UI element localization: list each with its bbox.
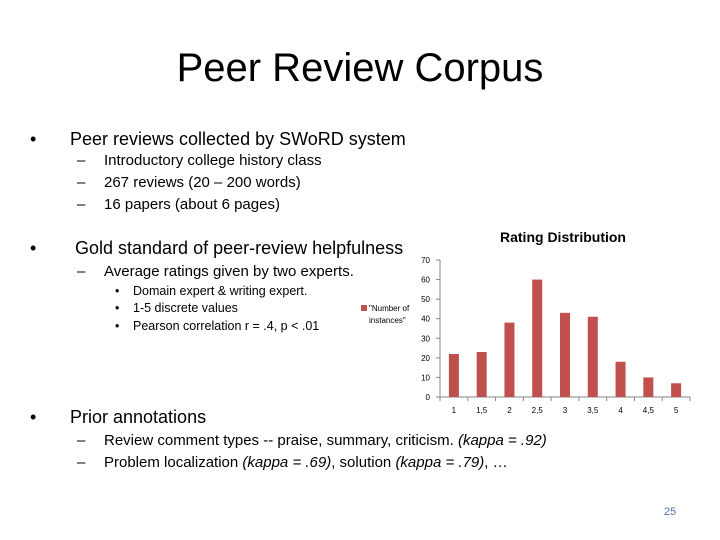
bullet-text: Prior annotations xyxy=(70,407,207,427)
bullet-glyph: • xyxy=(30,129,37,149)
dash-glyph: – xyxy=(77,152,86,169)
sub-bullet-text: 267 reviews (20 – 200 words) xyxy=(104,174,301,191)
x-tick-label: 2 xyxy=(507,406,512,415)
dash-glyph: – xyxy=(77,263,86,280)
bullet-glyph: • xyxy=(30,238,37,258)
y-tick-label: 40 xyxy=(421,315,430,324)
sub-bullet-text: Average ratings given by two experts. xyxy=(104,263,354,280)
legend-label: instances" xyxy=(369,316,406,325)
y-tick-label: 60 xyxy=(421,276,430,285)
bullet-glyph: • xyxy=(115,319,120,333)
x-tick-label: 4,5 xyxy=(643,406,655,415)
bar xyxy=(560,312,570,397)
sub-sub-bullet-text: 1-5 discrete values xyxy=(133,301,238,315)
y-tick-label: 10 xyxy=(421,373,430,382)
dash-glyph: – xyxy=(77,174,86,191)
x-tick-label: 1 xyxy=(452,406,457,415)
legend-label: "Number of xyxy=(369,304,410,313)
x-tick-label: 2,5 xyxy=(532,406,544,415)
kappa-value: (kappa = .79) xyxy=(395,454,485,471)
sub-sub-bullet: • 1-5 discrete values xyxy=(115,300,238,316)
x-tick-label: 5 xyxy=(674,406,679,415)
bar xyxy=(671,383,682,397)
bullet-text: Peer reviews collected by SWoRD system xyxy=(70,129,406,149)
bar xyxy=(615,361,626,397)
legend-swatch xyxy=(361,305,367,311)
bullet-glyph: • xyxy=(115,284,120,298)
sub-bullet: – Average ratings given by two experts. xyxy=(77,263,354,281)
bar xyxy=(587,316,598,397)
localization-text: Problem localization xyxy=(104,454,243,471)
dash-glyph: – xyxy=(77,196,86,213)
bar xyxy=(532,279,543,397)
comment-types-text: Review comment types -- praise, summary,… xyxy=(104,432,458,449)
sub-bullet: – Review comment types -- praise, summar… xyxy=(77,432,547,450)
bullet-sword-reviews: • Peer reviews collected by SWoRD system xyxy=(30,128,406,150)
slide-title: Peer Review Corpus xyxy=(176,46,544,90)
y-tick-label: 30 xyxy=(421,334,430,343)
y-tick-label: 50 xyxy=(421,295,430,304)
x-tick-label: 3,5 xyxy=(587,406,599,415)
bar xyxy=(448,353,459,397)
bar xyxy=(643,377,654,397)
sub-bullet: – 267 reviews (20 – 200 words) xyxy=(77,174,301,192)
x-tick-label: 1,5 xyxy=(476,406,488,415)
chart-title: Rating Distribution xyxy=(500,229,626,245)
sub-sub-bullet-text: Pearson correlation r = .4, p < .01 xyxy=(133,319,320,333)
sub-sub-bullet-text: Domain expert & writing expert. xyxy=(133,284,308,298)
sub-bullet: – 16 papers (about 6 pages) xyxy=(77,196,280,214)
bullet-glyph: • xyxy=(30,407,37,427)
page-number: 25 xyxy=(663,506,677,518)
sub-bullet: – Introductory college history class xyxy=(77,152,322,170)
sub-bullet-text: 16 papers (about 6 pages) xyxy=(104,196,280,213)
sub-bullet-text: Introductory college history class xyxy=(104,152,322,169)
bullet-text: Gold standard of peer-review helpfulness xyxy=(75,238,404,258)
dash-glyph: – xyxy=(77,454,86,471)
bullet-gold-standard: • Gold standard of peer-review helpfulne… xyxy=(30,237,403,259)
dash-glyph: – xyxy=(77,432,86,449)
kappa-value: (kappa = .92) xyxy=(457,432,547,449)
ellipsis-text: , … xyxy=(484,454,508,471)
kappa-value: (kappa = .69) xyxy=(242,454,332,471)
y-tick-label: 20 xyxy=(421,354,430,363)
y-tick-label: 0 xyxy=(426,393,431,402)
sub-bullet: – Problem localization (kappa = .69), so… xyxy=(77,454,508,472)
bar xyxy=(476,351,487,397)
bullet-glyph: • xyxy=(115,301,120,315)
bar xyxy=(504,322,515,397)
solution-text: , solution xyxy=(331,454,396,471)
x-tick-label: 4 xyxy=(618,406,623,415)
bullet-prior-annotations: • Prior annotations xyxy=(30,406,206,428)
sub-sub-bullet: • Pearson correlation r = .4, p < .01 xyxy=(115,318,319,334)
x-tick-label: 3 xyxy=(563,406,568,415)
y-tick-label: 70 xyxy=(421,256,430,265)
sub-sub-bullet: • Domain expert & writing expert. xyxy=(115,283,307,299)
